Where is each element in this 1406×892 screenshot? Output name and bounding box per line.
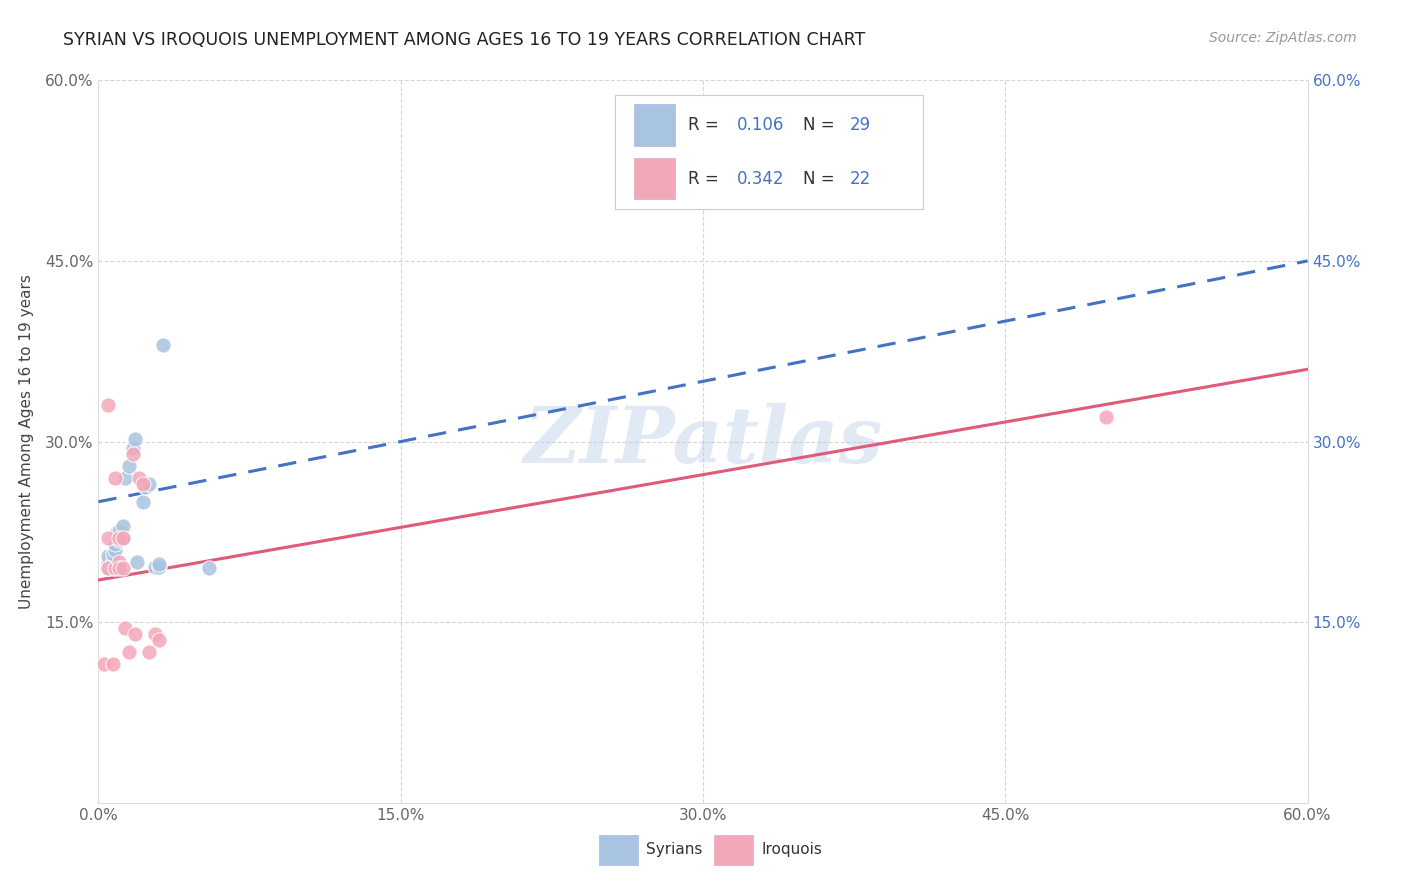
Point (107, 524, 129, 538)
Y-axis label: Unemployment Among Ages 16 to 19 years: Unemployment Among Ages 16 to 19 years (18, 274, 34, 609)
Point (97, 531, 120, 545)
Point (111, 561, 134, 575)
Text: ZIPatlas: ZIPatlas (523, 403, 883, 480)
Point (103, 561, 125, 575)
Point (148, 558, 170, 572)
Text: SYRIAN VS IROQUOIS UNEMPLOYMENT AMONG AGES 16 TO 19 YEARS CORRELATION CHART: SYRIAN VS IROQUOIS UNEMPLOYMENT AMONG AG… (63, 31, 866, 49)
Point (132, 476, 155, 491)
Point (111, 531, 134, 545)
Point (148, 633, 170, 648)
Point (97, 549, 120, 563)
Point (107, 528, 129, 542)
Point (132, 494, 155, 508)
Point (1095, 410, 1118, 425)
Text: R =: R = (689, 116, 724, 134)
FancyBboxPatch shape (614, 95, 924, 209)
Point (107, 533, 129, 548)
Point (134, 480, 156, 494)
Point (114, 470, 136, 484)
Text: N =: N = (803, 116, 841, 134)
Point (97, 555, 120, 569)
Point (114, 621, 136, 635)
Point (148, 559, 170, 574)
Text: Syrians: Syrians (647, 842, 703, 857)
Point (124, 432, 146, 446)
Point (121, 441, 143, 455)
Point (93, 657, 115, 672)
Point (111, 518, 134, 533)
FancyBboxPatch shape (714, 835, 752, 865)
Point (97, 561, 120, 575)
Point (138, 645, 160, 659)
Text: 29: 29 (849, 116, 870, 134)
Point (107, 561, 129, 575)
Point (198, 561, 221, 575)
Text: R =: R = (689, 169, 724, 187)
Point (143, 627, 166, 641)
Point (143, 559, 166, 574)
Point (97, 561, 120, 575)
Point (107, 555, 129, 569)
Point (105, 524, 128, 539)
Point (124, 627, 146, 641)
FancyBboxPatch shape (634, 158, 675, 199)
Text: 0.342: 0.342 (737, 169, 785, 187)
Point (101, 657, 124, 672)
Point (103, 542, 125, 557)
Text: N =: N = (803, 169, 841, 187)
Point (152, 338, 174, 352)
Point (107, 531, 129, 545)
Point (118, 645, 141, 659)
Point (103, 470, 125, 484)
Point (121, 446, 143, 460)
Text: 22: 22 (849, 169, 870, 187)
Point (105, 531, 128, 545)
Point (125, 555, 148, 569)
Point (103, 537, 125, 551)
Point (128, 470, 150, 484)
Text: 0.106: 0.106 (737, 116, 785, 134)
Point (101, 558, 124, 572)
FancyBboxPatch shape (634, 104, 675, 145)
Point (111, 531, 134, 545)
Point (118, 458, 141, 473)
FancyBboxPatch shape (599, 835, 638, 865)
Point (101, 547, 124, 561)
Point (101, 552, 124, 566)
Text: Iroquois: Iroquois (761, 842, 823, 857)
Point (97, 398, 120, 412)
Point (138, 476, 160, 491)
Text: Source: ZipAtlas.com: Source: ZipAtlas.com (1209, 31, 1357, 45)
Point (101, 561, 124, 575)
